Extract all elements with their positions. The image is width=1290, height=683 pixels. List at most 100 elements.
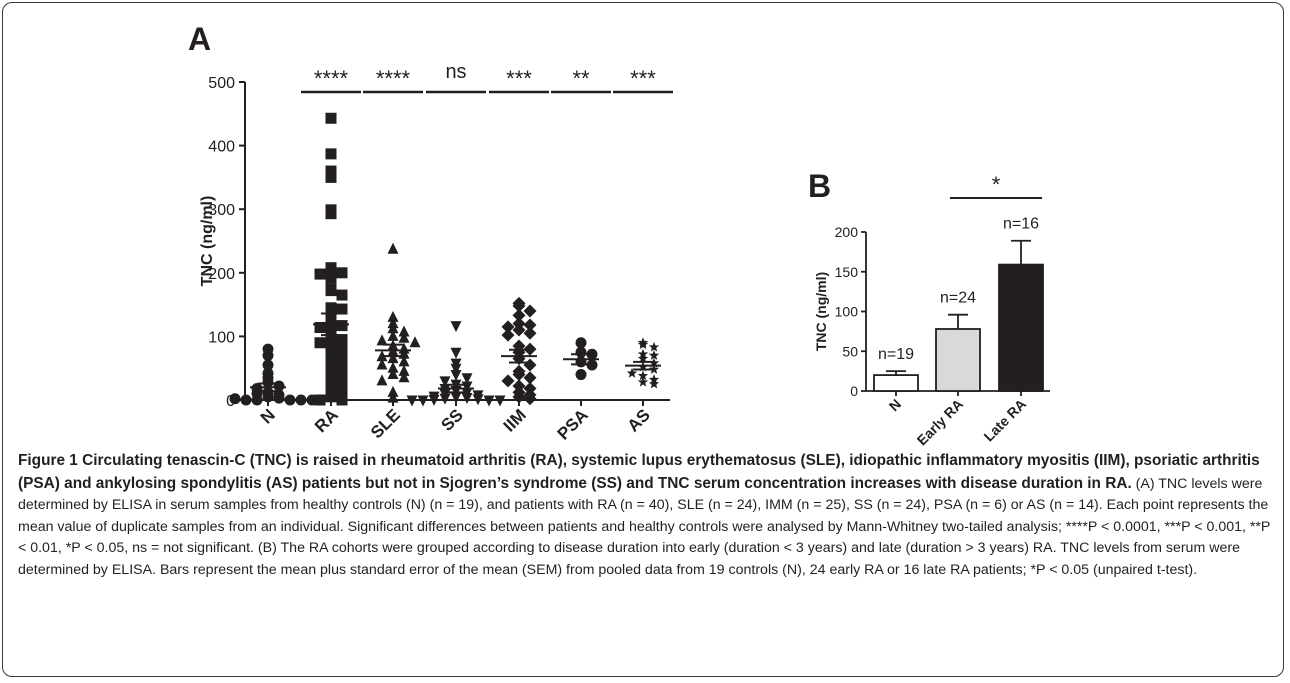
data-point: [325, 340, 337, 352]
data-point: [626, 367, 638, 378]
data-point: [523, 304, 537, 318]
data-point: [325, 391, 337, 403]
data-point: [398, 355, 410, 367]
data-point: [336, 351, 348, 363]
data-point: [523, 392, 537, 406]
y-tick-label: 100: [208, 329, 235, 346]
data-point: [387, 322, 399, 334]
data-point: [325, 348, 337, 360]
significance-label: *: [992, 172, 1001, 197]
data-point: [336, 289, 348, 301]
data-point: [336, 320, 348, 332]
data-point: [336, 343, 348, 355]
data-point: [450, 370, 462, 382]
data-point: [284, 394, 296, 406]
data-point: [262, 349, 274, 361]
data-point: [494, 395, 506, 407]
data-point: [637, 353, 649, 364]
data-point: [336, 359, 348, 371]
x-category-label: Early RA: [914, 396, 967, 449]
data-point: [387, 385, 399, 397]
data-point: [450, 321, 462, 333]
data-point: [336, 381, 348, 393]
data-point: [648, 341, 660, 352]
y-tick-label: 200: [208, 266, 235, 283]
data-point: [336, 365, 348, 377]
data-point: [325, 362, 337, 374]
data-point: [325, 378, 337, 390]
x-category-label: N: [886, 396, 904, 414]
bar: [935, 328, 981, 392]
significance-label: ****: [376, 66, 411, 91]
y-tick-label: 400: [208, 139, 235, 156]
data-point: [325, 285, 337, 297]
data-point: [523, 342, 537, 356]
data-point: [586, 359, 598, 371]
data-point: [295, 394, 307, 406]
data-point: [325, 272, 337, 284]
data-point: [575, 337, 587, 349]
significance-label: ns: [445, 61, 466, 83]
data-point: [376, 358, 388, 370]
data-point: [512, 323, 526, 337]
data-point: [472, 394, 484, 406]
bar: [998, 263, 1044, 392]
data-point: [262, 359, 274, 371]
data-point: [336, 334, 348, 346]
data-point: [450, 363, 462, 375]
data-point: [387, 368, 399, 380]
significance-label: ****: [314, 66, 349, 91]
data-point: [637, 370, 649, 381]
data-point: [439, 393, 451, 405]
data-point: [461, 373, 473, 385]
data-point: [314, 337, 326, 349]
data-point: [376, 350, 388, 362]
data-point: [314, 394, 326, 406]
data-point: [428, 394, 440, 406]
data-point: [325, 369, 337, 381]
significance-label: **: [572, 66, 590, 91]
x-category-label: SLE: [367, 405, 404, 442]
data-point: [398, 325, 410, 337]
data-point: [439, 376, 451, 388]
data-point: [314, 321, 326, 333]
n-label: n=24: [940, 290, 976, 307]
n-label: n=19: [878, 346, 914, 363]
panel-a-letter: A: [188, 21, 211, 57]
y-tick-label: 100: [835, 304, 859, 320]
caption-title: Figure 1 Circulating tenascin-C (TNC) is…: [18, 452, 1260, 492]
data-point: [501, 328, 515, 342]
y-tick-label: 150: [835, 264, 859, 280]
data-point: [325, 112, 337, 124]
data-point: [406, 395, 418, 407]
data-point: [251, 388, 263, 400]
data-point: [648, 349, 660, 360]
data-point: [336, 303, 348, 315]
data-point: [325, 356, 337, 368]
data-point: [376, 374, 388, 386]
data-point: [512, 308, 526, 322]
data-point: [648, 357, 660, 368]
data-point: [501, 320, 515, 334]
bar: [873, 374, 919, 392]
data-point: [637, 376, 649, 387]
x-category-label: PSA: [554, 405, 592, 443]
y-tick-label: 200: [835, 224, 859, 240]
x-category-label: RA: [311, 405, 342, 436]
significance-label: ***: [630, 66, 656, 91]
data-point: [325, 302, 337, 314]
data-point: [387, 361, 399, 373]
data-point: [512, 368, 526, 382]
data-point: [417, 395, 429, 407]
data-point: [325, 262, 337, 274]
data-point: [512, 390, 526, 404]
data-point: [637, 339, 649, 350]
n-label: n=16: [1003, 216, 1039, 233]
data-point: [325, 171, 337, 183]
data-point: [450, 347, 462, 359]
data-point: [325, 208, 337, 220]
data-point: [336, 388, 348, 400]
x-category-label: N: [257, 405, 279, 427]
data-point: [575, 369, 587, 381]
